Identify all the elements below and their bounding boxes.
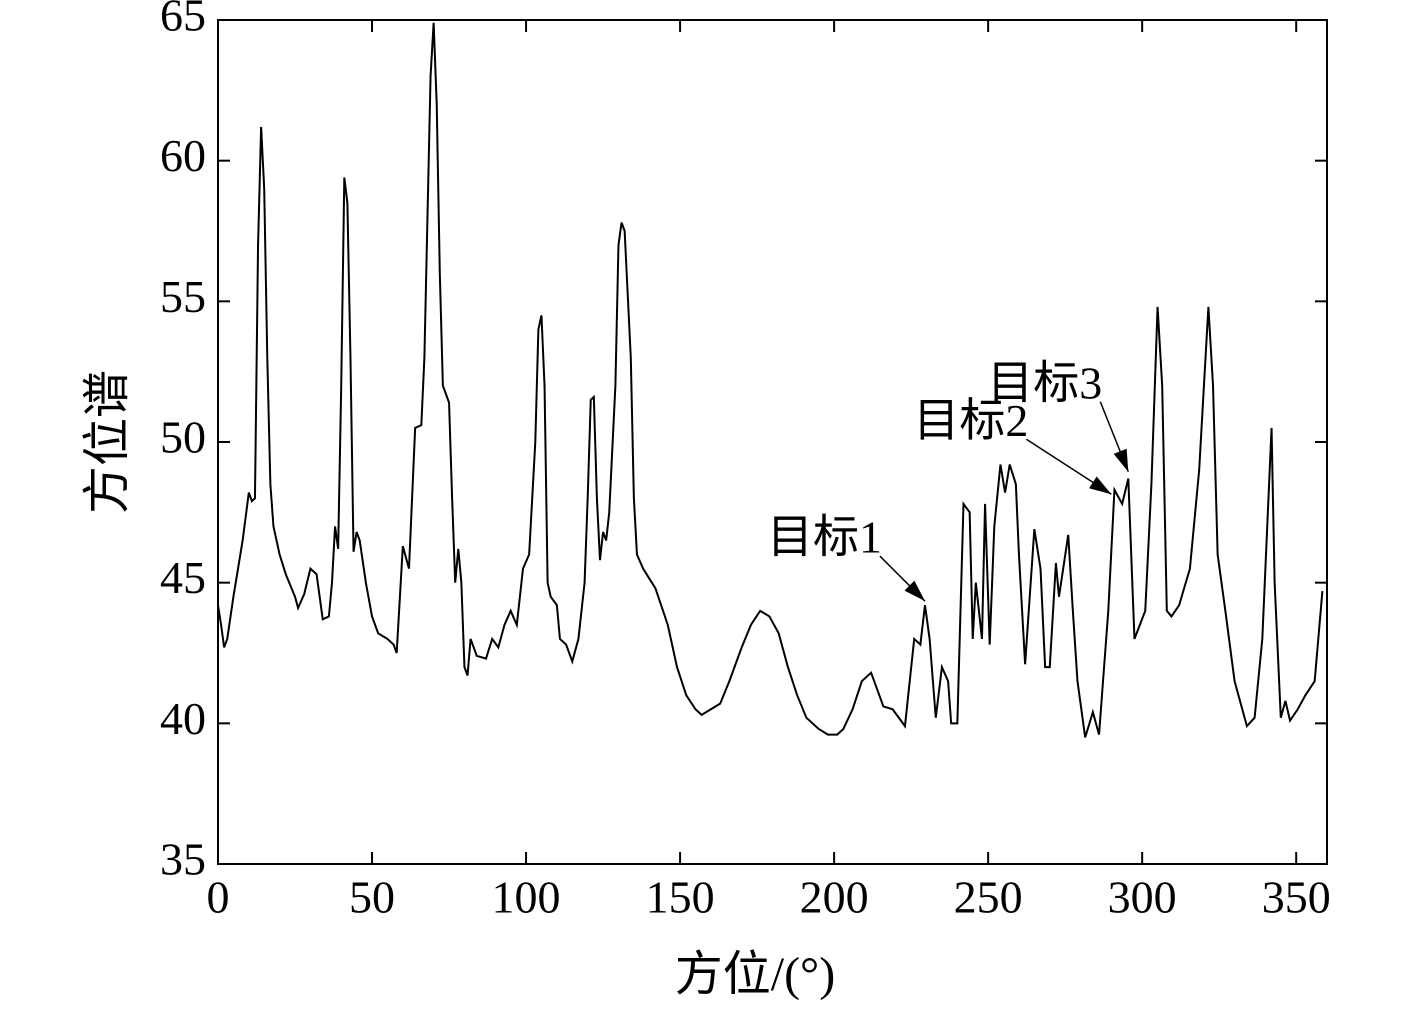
annotation-arrowhead [1113,448,1129,472]
annotation-label: 目标1 [767,512,882,563]
x-tick-label: 350 [1262,872,1331,923]
annotation-arrowhead [904,580,925,602]
x-tick-label: 300 [1108,872,1177,923]
line [217,22,1324,738]
annotation-label: 目标2 [913,395,1028,446]
y-tick-label: 50 [160,412,206,463]
annotation-label: 目标3 [987,357,1102,408]
y-axis-label: 方位谱 [81,370,134,514]
y-tick-label: 65 [160,0,206,41]
y-tick-label: 45 [160,552,206,603]
x-tick-label: 150 [646,872,715,923]
x-axis-label: 方位/(°) [675,948,836,1001]
x-tick-label: 250 [954,872,1023,923]
x-tick-label: 50 [349,872,395,923]
x-tick-label: 0 [207,872,230,923]
x-tick-label: 200 [800,872,869,923]
y-tick-label: 60 [160,130,206,181]
annotation-arrowhead [1089,476,1112,495]
plot-frame [217,19,1328,865]
y-tick-label: 35 [160,834,206,885]
x-tick-label: 100 [492,872,561,923]
y-tick-label: 55 [160,271,206,322]
y-tick-label: 40 [160,693,206,744]
